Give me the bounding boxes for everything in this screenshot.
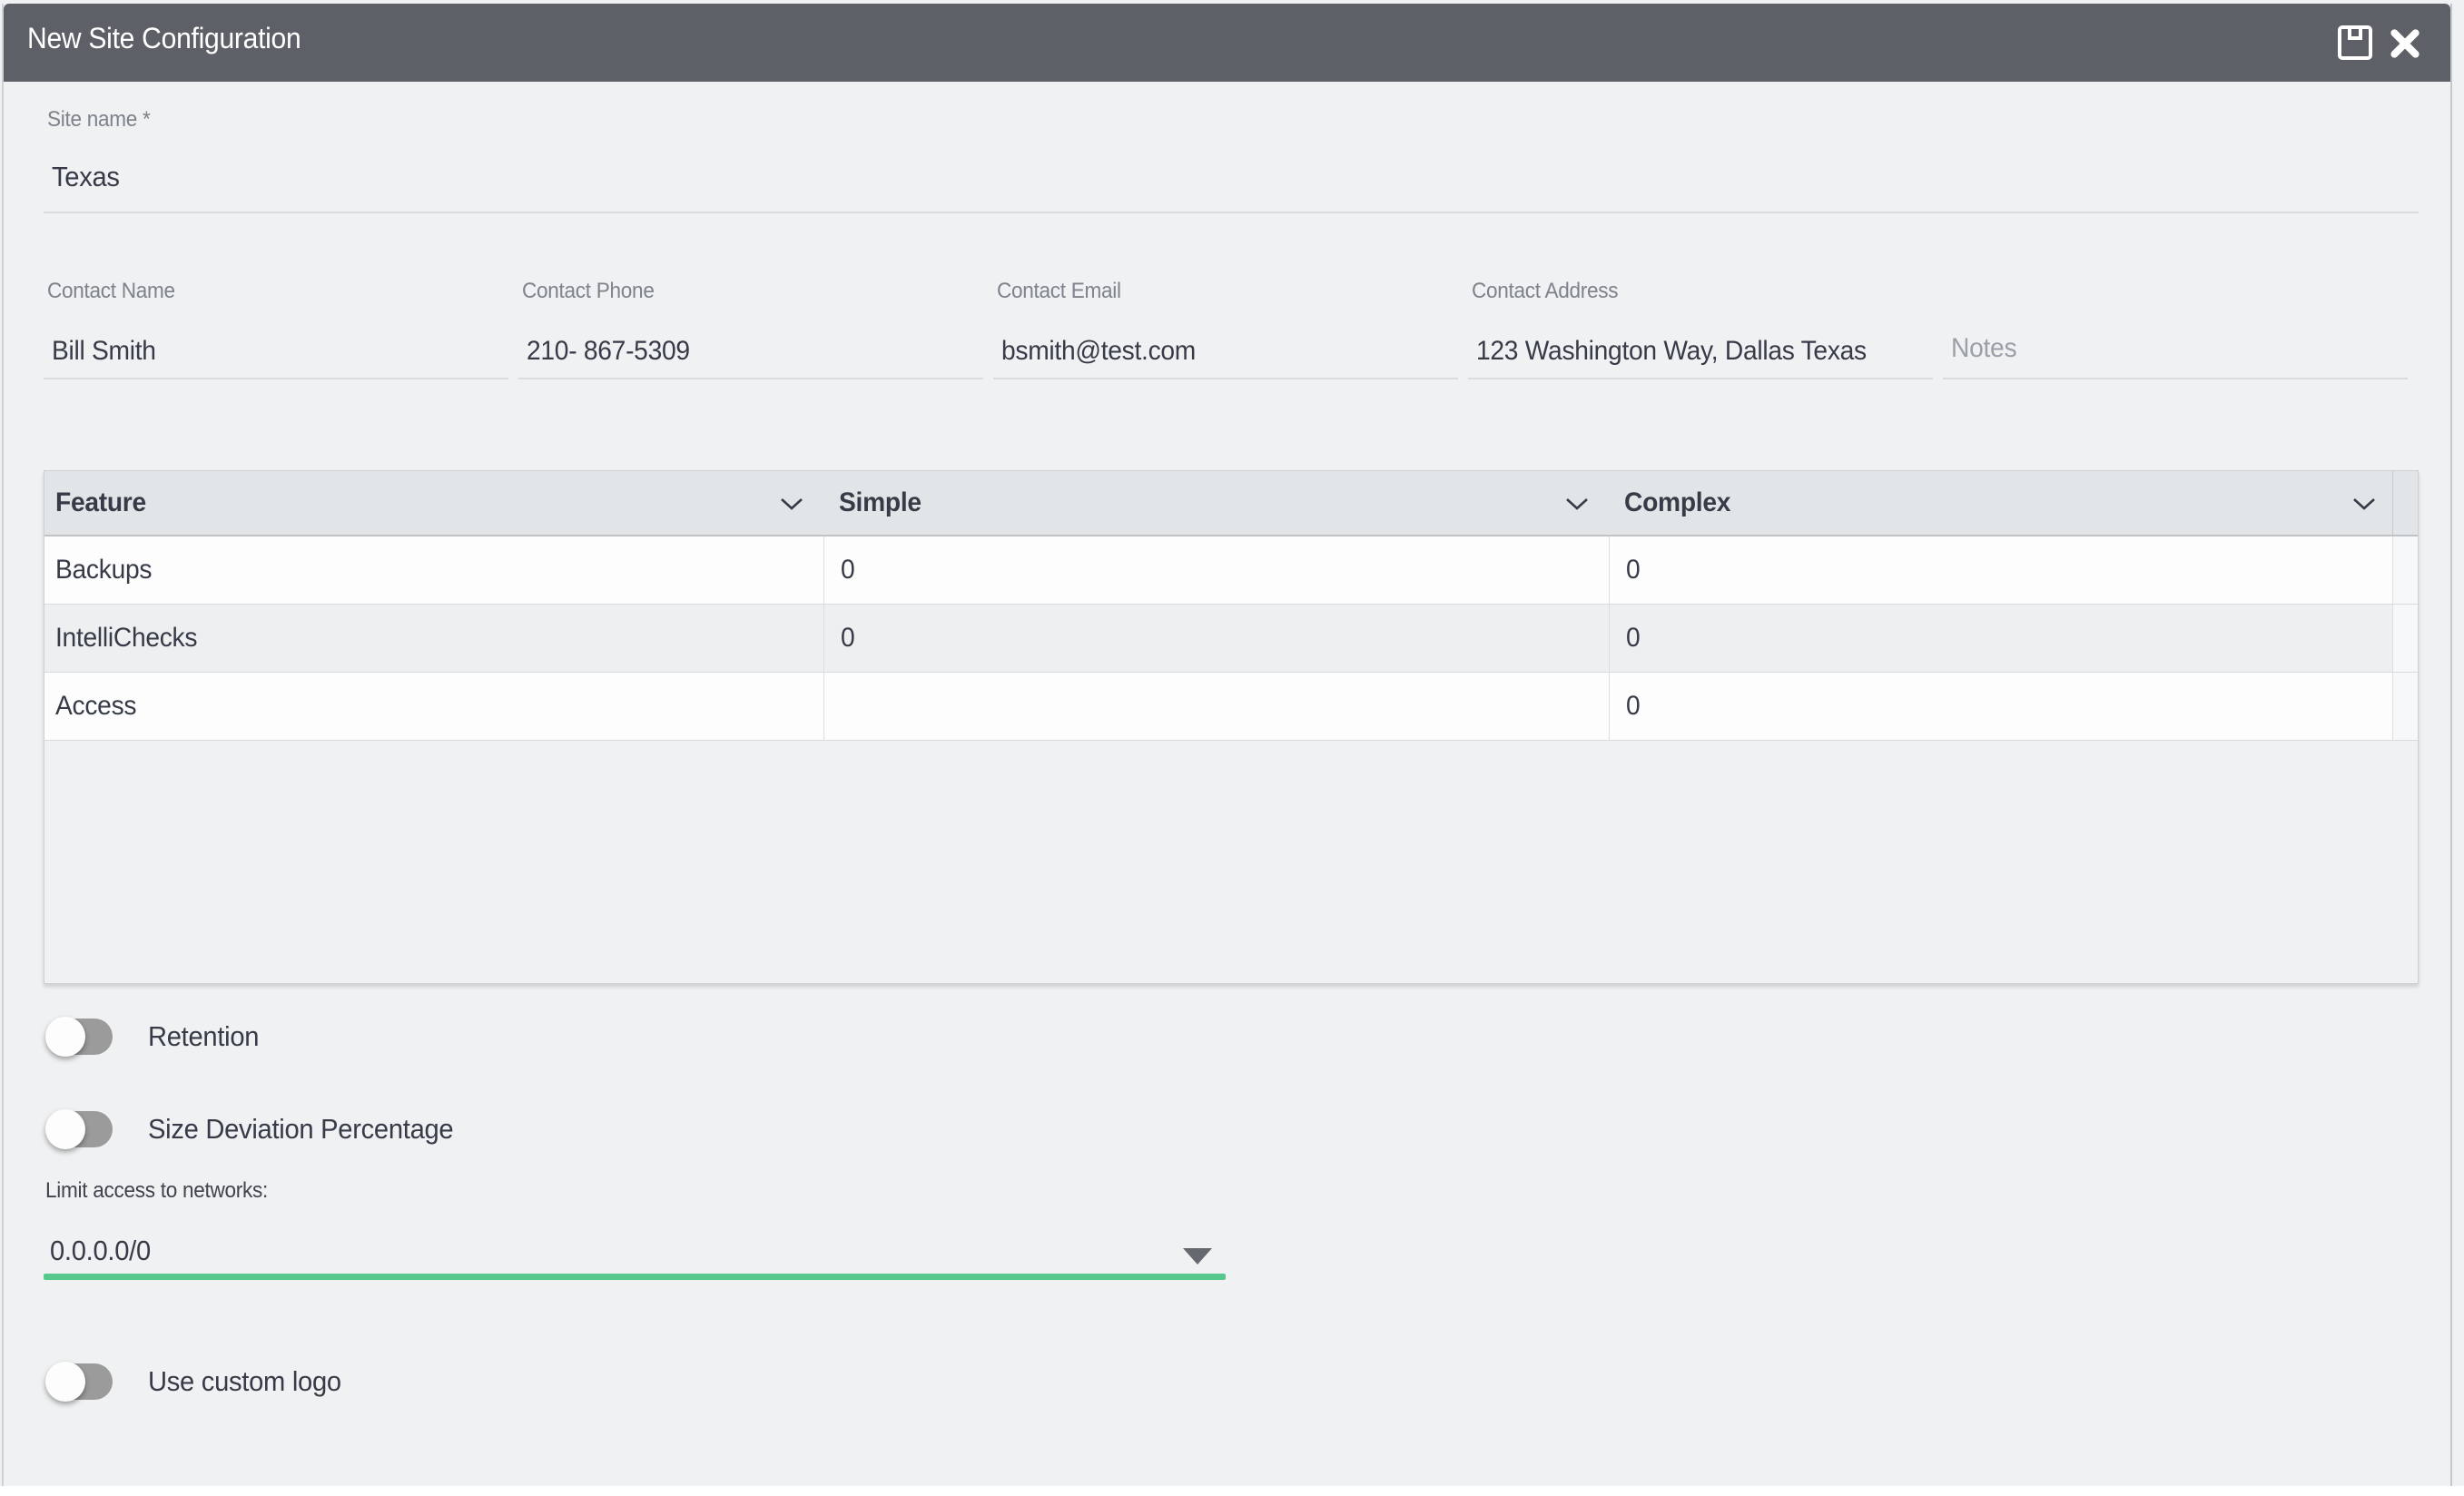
contact-phone-value-text: 210- 867-5309 [527,336,690,367]
complex-cell-access[interactable]: 0 [1609,673,2392,740]
use-custom-logo-toggle[interactable] [45,1362,114,1403]
close-icon [2389,27,2421,64]
feature-table: Feature Simple Complex Backups 0 0 Intel… [44,470,2419,984]
table-scrollbar-gutter[interactable] [2392,536,2418,604]
contact-email-underline [993,378,1458,379]
site-name-input[interactable]: Texas [52,161,123,193]
contact-address-input[interactable]: 123 Washington Way, Dallas Texas [1468,336,1891,367]
simple-cell-backups[interactable]: 0 [823,536,1609,604]
contact-address-label-text: Contact Address [1472,279,1618,304]
table-scrollbar-gutter[interactable] [2392,673,2418,740]
feature-cell-backups: Backups [44,536,823,604]
site-name-value-text: Texas [52,161,120,193]
table-scrollbar-gutter[interactable] [2392,605,2418,672]
feature-cell-access: Access [44,673,823,740]
dropdown-arrow-icon[interactable] [1183,1248,1212,1265]
chevron-down-icon[interactable] [780,487,803,518]
save-icon [2337,25,2373,65]
network-select[interactable]: 0.0.0.0/0 [50,1235,157,1267]
contact-phone-label: Contact Phone [518,279,663,304]
simple-cell-text: 0 [841,623,854,654]
toggle-knob [45,1109,85,1149]
contact-phone-input[interactable]: 210- 867-5309 [518,336,700,367]
use-custom-logo-label: Use custom logo [148,1363,353,1400]
simple-cell-text: 0 [841,555,854,586]
site-name-label: Site name * [47,107,157,133]
column-header-complex[interactable]: Complex [1609,471,2392,535]
feature-cell-intellichecks: IntelliChecks [44,605,823,672]
column-header-simple[interactable]: Simple [823,471,1609,535]
contact-name-underline [44,378,508,379]
feature-table-header: Feature Simple Complex [44,471,2418,536]
site-name-underline [44,212,2419,213]
retention-label: Retention [148,1019,266,1055]
dialog-header [4,4,2450,82]
dialog-right-border [2450,4,2452,1486]
site-name-label-text: Site name * [47,107,151,133]
dialog-title: New Site Configuration [27,22,319,55]
column-header-simple-text: Simple [839,487,922,518]
contact-name-label-text: Contact Name [47,279,175,304]
table-row: Access 0 [44,673,2418,741]
chevron-down-icon[interactable] [1565,487,1589,518]
column-header-feature-text: Feature [55,487,146,518]
contact-name-label: Contact Name [44,279,183,304]
toggle-knob [45,1362,85,1402]
contact-name-input[interactable]: Bill Smith [44,336,163,367]
simple-cell-intellichecks[interactable]: 0 [823,605,1609,672]
complex-cell-text: 0 [1626,691,1640,722]
column-header-complex-text: Complex [1624,487,1730,518]
complex-cell-text: 0 [1626,555,1640,586]
chevron-down-icon[interactable] [2352,487,2376,518]
contact-email-label: Contact Email [993,279,1129,304]
page-bottom-strip [0,1486,2464,1496]
notes-input[interactable]: Notes [1943,333,2021,364]
size-deviation-label-text: Size Deviation Percentage [148,1111,453,1147]
notes-underline [1943,378,2408,379]
contact-phone-label-text: Contact Phone [522,279,655,304]
feature-cell-text: IntelliChecks [55,623,197,654]
size-deviation-label: Size Deviation Percentage [148,1111,473,1147]
contact-name-value-text: Bill Smith [52,336,156,367]
notes-placeholder-text: Notes [1951,333,2016,364]
retention-label-text: Retention [148,1019,259,1055]
use-custom-logo-label-text: Use custom logo [148,1363,341,1400]
save-button[interactable] [2335,25,2375,64]
table-row: IntelliChecks 0 0 [44,605,2418,673]
contact-address-label: Contact Address [1468,279,1628,304]
feature-cell-text: Backups [55,555,152,586]
contact-phone-underline [518,378,983,379]
complex-cell-text: 0 [1626,623,1640,654]
contact-address-underline [1468,378,1933,379]
feature-cell-text: Access [55,691,136,722]
retention-toggle[interactable] [45,1017,114,1058]
dialog-title-text: New Site Configuration [27,22,301,55]
size-deviation-toggle[interactable] [45,1109,114,1151]
dialog-left-border [2,4,4,1486]
complex-cell-intellichecks[interactable]: 0 [1609,605,2392,672]
network-access-label: Limit access to networks: [45,1178,282,1204]
contact-email-value-text: bsmith@test.com [1001,336,1196,367]
close-button[interactable] [2386,26,2424,64]
contact-email-input[interactable]: bsmith@test.com [993,336,1208,367]
simple-cell-access[interactable] [823,673,1609,740]
network-select-underline [44,1274,1226,1280]
network-select-value-text: 0.0.0.0/0 [50,1235,151,1267]
complex-cell-backups[interactable]: 0 [1609,536,2392,604]
toggle-knob [45,1017,85,1057]
table-scrollbar-gutter-header [2392,471,2418,535]
contact-address-value-text: 123 Washington Way, Dallas Texas [1476,336,1867,367]
network-access-label-text: Limit access to networks: [45,1178,268,1204]
column-header-feature[interactable]: Feature [44,471,823,535]
contact-email-label-text: Contact Email [997,279,1121,304]
table-row: Backups 0 0 [44,536,2418,605]
